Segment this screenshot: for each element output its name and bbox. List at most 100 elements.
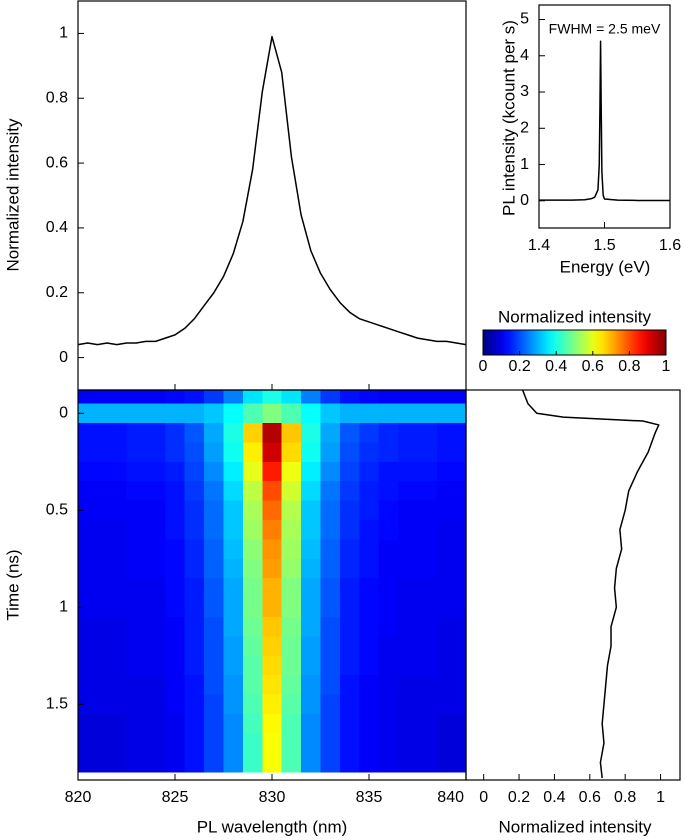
heat-cell: [145, 481, 166, 502]
heat-cell: [126, 461, 147, 482]
heat-cell: [145, 461, 166, 482]
heat-cell: [359, 520, 380, 540]
heat-cell: [378, 558, 399, 579]
heat-cell: [107, 390, 127, 405]
heat-cell: [320, 500, 341, 521]
heat-cell: [417, 422, 438, 443]
heat-cell: [456, 597, 466, 618]
heat-cell: [436, 539, 457, 560]
colorbar-tick-label: 0.2: [508, 358, 530, 375]
heat-cell: [417, 500, 438, 521]
y-tick-label: 0: [59, 349, 68, 366]
heat-cell: [320, 733, 341, 754]
heat-cell: [145, 558, 166, 579]
heat-cell: [145, 617, 166, 637]
heat-cell: [242, 752, 263, 773]
heat-cell: [204, 461, 224, 482]
heat-cell: [359, 714, 380, 734]
heat-cell: [359, 694, 380, 715]
heat-cell: [204, 500, 224, 521]
heat-cell: [301, 500, 321, 521]
heat-cell: [184, 655, 205, 676]
heat-cell: [339, 752, 360, 773]
heat-cell: [339, 390, 360, 405]
heat-cell: [126, 500, 147, 521]
heat-cell: [456, 714, 466, 734]
heat-cell: [320, 520, 341, 540]
heat-cell: [378, 617, 399, 637]
heat-cell: [359, 655, 380, 676]
heat-cell: [262, 500, 283, 521]
heat-cell: [165, 694, 186, 715]
heat-cell: [378, 422, 399, 443]
heat-cell: [87, 733, 108, 754]
heat-cell: [126, 539, 147, 560]
heat-cell: [204, 390, 224, 405]
heat-cell: [339, 403, 360, 424]
heat-cell: [184, 442, 205, 463]
heat-cell: [223, 578, 244, 599]
heat-cell: [301, 617, 321, 637]
heat-cell: [378, 714, 399, 734]
heat-cell: [107, 442, 127, 463]
heat-cell: [417, 461, 438, 482]
x-tick-label: 0.2: [508, 789, 530, 806]
heat-cell: [184, 675, 205, 696]
y-tick-label: 0.2: [46, 284, 68, 301]
heat-cell: [184, 617, 205, 637]
heat-cell: [262, 694, 283, 715]
heat-cell: [204, 752, 224, 773]
heat-cell: [339, 597, 360, 618]
y-tick-label: 1.5: [46, 696, 68, 713]
heat-cell: [320, 422, 341, 443]
heat-cell: [87, 694, 108, 715]
heat-cell: [320, 752, 341, 773]
heat-cell: [223, 597, 244, 618]
heat-cell: [359, 617, 380, 637]
heat-cell: [87, 520, 108, 540]
heat-cell: [78, 617, 89, 637]
heat-cell: [398, 655, 418, 676]
heat-cell: [301, 636, 321, 657]
heat-cell: [204, 422, 224, 443]
heat-cell: [417, 617, 438, 637]
heat-cell: [301, 694, 321, 715]
heat-cell: [281, 578, 302, 599]
heat-cell: [378, 500, 399, 521]
heat-cell: [436, 461, 457, 482]
heat-cell: [223, 752, 244, 773]
heat-cell: [223, 636, 244, 657]
heat-cell: [204, 520, 224, 540]
heat-cell: [281, 636, 302, 657]
colorbar-tick-label: 0.8: [618, 358, 640, 375]
heat-cell: [436, 422, 457, 443]
heat-cell: [78, 636, 89, 657]
heat-cell: [359, 422, 380, 443]
heat-cell: [165, 597, 186, 618]
heat-cell: [107, 675, 127, 696]
heat-cell: [281, 442, 302, 463]
heat-cell: [456, 481, 466, 502]
heat-cell: [107, 636, 127, 657]
heat-cell: [223, 390, 244, 405]
heat-cell: [398, 714, 418, 734]
annotation: FWHM = 2.5 meV: [549, 21, 661, 37]
heat-cell: [145, 675, 166, 696]
heat-cell: [204, 481, 224, 502]
heat-cell: [87, 422, 108, 443]
heat-cell: [378, 442, 399, 463]
heat-cell: [456, 500, 466, 521]
heat-cell: [359, 733, 380, 754]
heat-cell: [126, 578, 147, 599]
heat-cell: [145, 422, 166, 443]
heat-cell: [242, 675, 263, 696]
heat-cell: [145, 752, 166, 773]
heat-cell: [242, 597, 263, 618]
heat-cell: [107, 597, 127, 618]
heat-cell: [436, 714, 457, 734]
heat-cell: [378, 675, 399, 696]
heat-cell: [398, 481, 418, 502]
heat-cell: [339, 558, 360, 579]
x-axis-label: PL wavelength (nm): [197, 817, 348, 836]
heat-cell: [223, 442, 244, 463]
